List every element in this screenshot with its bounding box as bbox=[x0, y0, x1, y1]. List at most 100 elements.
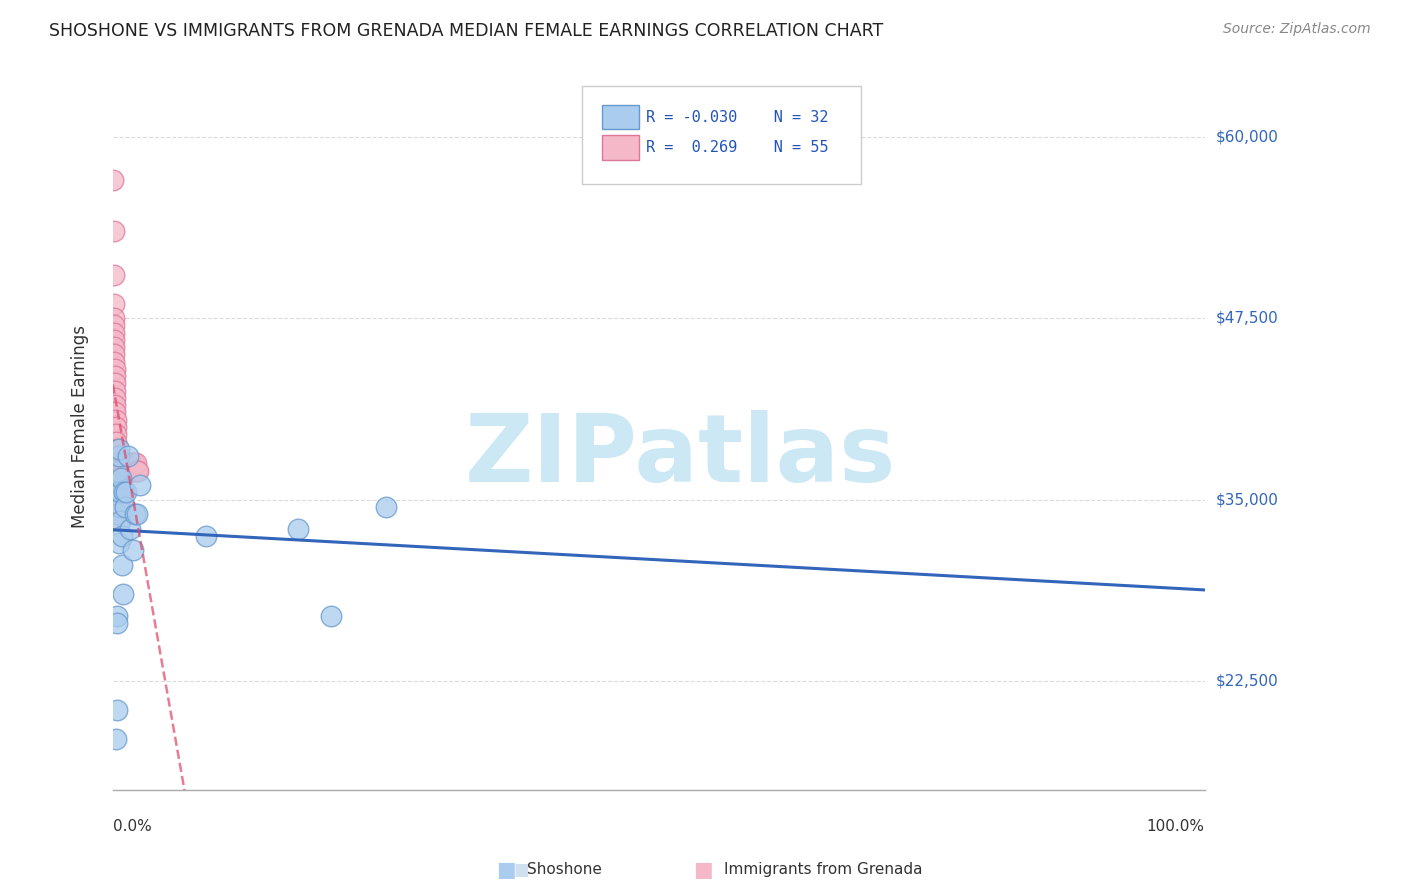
Point bbox=[108, 471, 131, 485]
Point bbox=[107, 536, 129, 550]
Point bbox=[125, 456, 148, 470]
Text: 0.0%: 0.0% bbox=[112, 819, 152, 834]
Point bbox=[104, 413, 127, 427]
Point bbox=[194, 529, 217, 543]
Point bbox=[111, 587, 134, 601]
Point bbox=[122, 456, 145, 470]
Point bbox=[115, 456, 138, 470]
Point bbox=[105, 449, 128, 463]
Point bbox=[103, 333, 125, 347]
Point bbox=[103, 340, 125, 354]
Point bbox=[107, 492, 129, 507]
Point bbox=[104, 369, 127, 384]
Point bbox=[104, 420, 127, 434]
Point bbox=[117, 464, 139, 478]
Point bbox=[104, 405, 127, 419]
FancyBboxPatch shape bbox=[602, 136, 640, 160]
Point bbox=[104, 384, 127, 398]
Point bbox=[125, 464, 148, 478]
Point bbox=[103, 347, 125, 361]
Point bbox=[103, 268, 125, 282]
Point bbox=[112, 464, 135, 478]
Point bbox=[114, 500, 136, 514]
Point bbox=[104, 362, 127, 376]
Point bbox=[115, 464, 138, 478]
Point bbox=[107, 464, 129, 478]
Point bbox=[108, 485, 131, 500]
Point bbox=[120, 456, 142, 470]
Point bbox=[108, 514, 131, 528]
Point bbox=[105, 615, 128, 630]
Point bbox=[107, 478, 129, 492]
Point bbox=[321, 608, 343, 623]
Point bbox=[120, 464, 142, 478]
Text: 100.0%: 100.0% bbox=[1146, 819, 1205, 834]
Text: ■: ■ bbox=[496, 860, 516, 880]
Point bbox=[118, 456, 141, 470]
Point bbox=[108, 442, 131, 456]
Point bbox=[103, 318, 125, 333]
Point bbox=[110, 485, 132, 500]
Point bbox=[107, 485, 129, 500]
Point bbox=[287, 522, 309, 536]
Point bbox=[108, 449, 131, 463]
Text: $35,000: $35,000 bbox=[1216, 492, 1278, 507]
Text: R = -0.030    N = 32: R = -0.030 N = 32 bbox=[645, 110, 828, 125]
Text: Shoshone: Shoshone bbox=[527, 863, 602, 877]
Y-axis label: Median Female Earnings: Median Female Earnings bbox=[72, 326, 89, 528]
Point bbox=[107, 471, 129, 485]
Point bbox=[105, 703, 128, 717]
Point bbox=[129, 478, 152, 492]
Text: R =  0.269    N = 55: R = 0.269 N = 55 bbox=[645, 140, 828, 155]
Point bbox=[104, 398, 127, 412]
Point bbox=[112, 485, 135, 500]
Point bbox=[104, 376, 127, 391]
Point bbox=[125, 507, 148, 521]
Text: ■: ■ bbox=[693, 860, 713, 880]
Point bbox=[108, 492, 131, 507]
Point bbox=[105, 608, 128, 623]
Point bbox=[103, 326, 125, 340]
Point bbox=[108, 500, 131, 514]
Point bbox=[105, 732, 128, 747]
Point bbox=[112, 464, 135, 478]
Point bbox=[110, 478, 132, 492]
Point bbox=[105, 434, 128, 449]
Text: $47,500: $47,500 bbox=[1216, 310, 1278, 326]
Text: ■: ■ bbox=[513, 861, 529, 879]
Point bbox=[104, 391, 127, 405]
Point bbox=[108, 514, 131, 528]
Point bbox=[117, 449, 139, 463]
Point bbox=[107, 485, 129, 500]
Point bbox=[107, 478, 129, 492]
Point bbox=[108, 500, 131, 514]
Text: $60,000: $60,000 bbox=[1216, 129, 1278, 145]
Point bbox=[111, 456, 134, 470]
Text: Source: ZipAtlas.com: Source: ZipAtlas.com bbox=[1223, 22, 1371, 37]
Text: SHOSHONE VS IMMIGRANTS FROM GRENADA MEDIAN FEMALE EARNINGS CORRELATION CHART: SHOSHONE VS IMMIGRANTS FROM GRENADA MEDI… bbox=[49, 22, 883, 40]
FancyBboxPatch shape bbox=[602, 104, 640, 129]
Point bbox=[110, 464, 132, 478]
Point bbox=[105, 464, 128, 478]
Point bbox=[107, 507, 129, 521]
Point bbox=[110, 471, 132, 485]
Point bbox=[111, 471, 134, 485]
Point bbox=[105, 442, 128, 456]
Point bbox=[121, 543, 143, 558]
Point bbox=[103, 354, 125, 368]
Point bbox=[111, 558, 134, 572]
Point bbox=[103, 296, 125, 310]
Text: Immigrants from Grenada: Immigrants from Grenada bbox=[724, 863, 922, 877]
Point bbox=[107, 485, 129, 500]
Point bbox=[103, 173, 125, 187]
Text: ZIPatlas: ZIPatlas bbox=[465, 410, 896, 502]
Point bbox=[374, 500, 396, 514]
Point bbox=[121, 464, 143, 478]
Text: $22,500: $22,500 bbox=[1216, 673, 1278, 689]
Point bbox=[114, 456, 136, 470]
Point bbox=[127, 464, 149, 478]
Point bbox=[124, 464, 146, 478]
FancyBboxPatch shape bbox=[582, 86, 860, 184]
Point bbox=[105, 427, 128, 442]
Point bbox=[124, 507, 146, 521]
